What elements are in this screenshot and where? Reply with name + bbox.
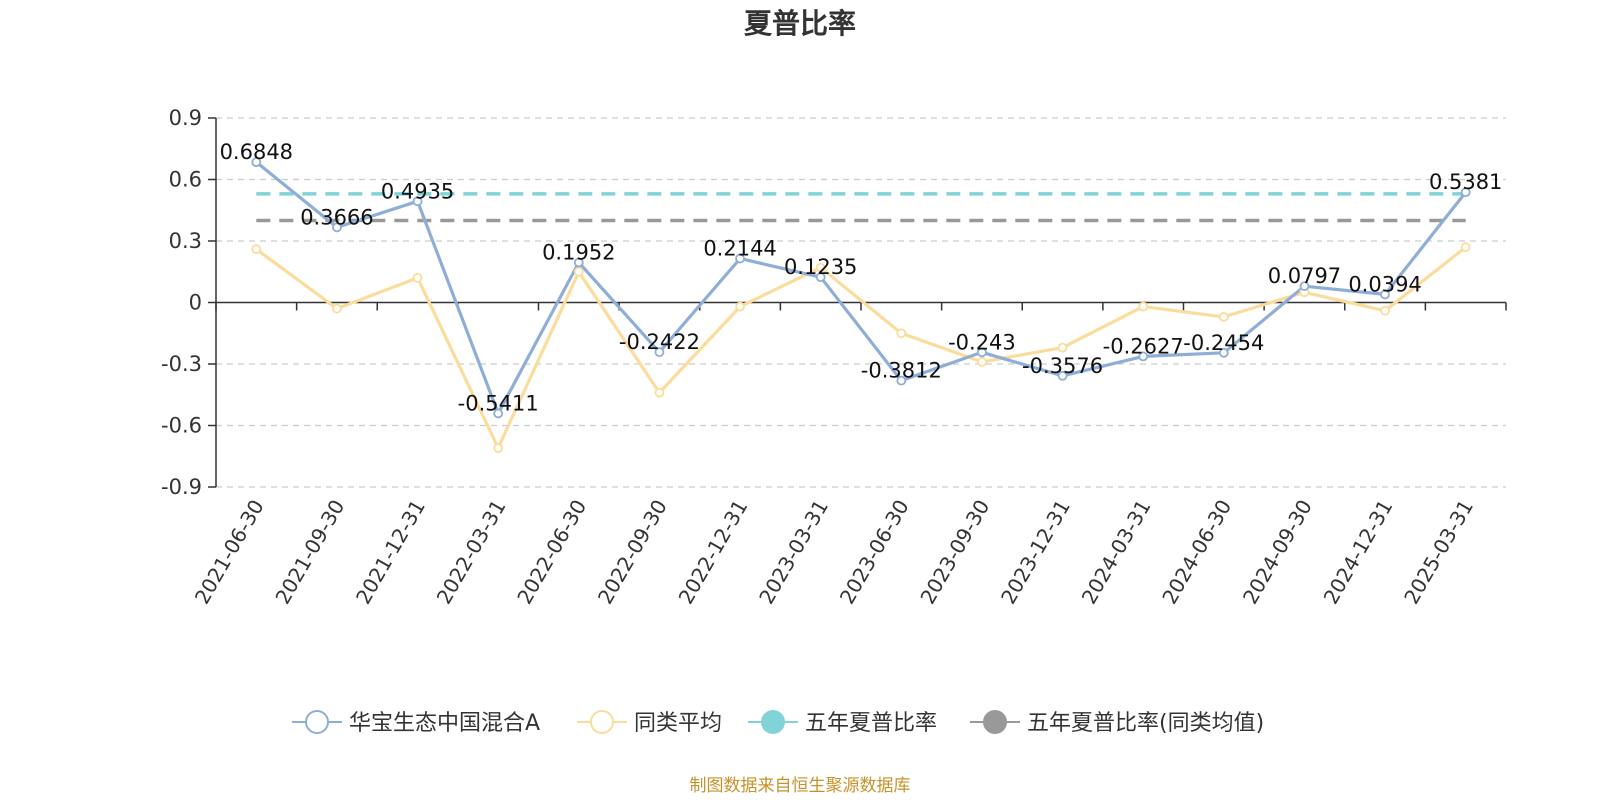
point-s1-14 bbox=[1380, 305, 1390, 316]
x-tick-label-12: 2024-06-30 bbox=[1157, 496, 1236, 609]
legend-marker-0 bbox=[305, 710, 329, 734]
point-s0-11 bbox=[1138, 351, 1149, 362]
y-tick-label-4: -0.3 bbox=[161, 352, 202, 376]
point-s0-13 bbox=[1299, 281, 1310, 292]
point-s0-6 bbox=[735, 253, 745, 264]
data-label-1: 0.3666 bbox=[300, 205, 373, 229]
legend-marker-1 bbox=[590, 710, 614, 734]
y-axis: 0.9 0.6 0.3 0 -0.3 -0.6 -0.9 bbox=[161, 106, 217, 499]
x-tick-label-7: 2023-03-31 bbox=[754, 496, 833, 609]
point-s0-9 bbox=[977, 347, 987, 358]
y-tick-label-3: 0 bbox=[189, 291, 202, 315]
x-tick-label-15: 2025-03-31 bbox=[1399, 496, 1478, 609]
legend-item-0: 华宝生态中国混合A bbox=[292, 710, 540, 736]
point-s1-8 bbox=[896, 328, 907, 339]
legend-label-3: 五年夏普比率(同类均值) bbox=[1027, 711, 1264, 736]
legend-marker-2 bbox=[761, 710, 785, 734]
point-s0-4 bbox=[573, 257, 584, 268]
point-s0-3 bbox=[493, 408, 504, 419]
data-label-13: 0.0797 bbox=[1268, 264, 1341, 288]
x-tick-label-13: 2024-09-30 bbox=[1238, 496, 1317, 609]
x-tick-label-4: 2022-06-30 bbox=[512, 496, 591, 609]
point-s1-0 bbox=[251, 244, 262, 255]
data-label-0: 0.6848 bbox=[220, 140, 293, 164]
point-s0-0 bbox=[251, 157, 262, 168]
x-tick-label-5: 2022-09-30 bbox=[593, 496, 672, 609]
point-s0-2 bbox=[412, 196, 423, 207]
x-tick-label-6: 2022-12-31 bbox=[673, 496, 752, 609]
point-s1-6 bbox=[735, 301, 745, 312]
legend-label-1: 同类平均 bbox=[634, 711, 722, 736]
point-s0-7 bbox=[815, 272, 826, 283]
point-s0-15 bbox=[1460, 187, 1471, 198]
legend-item-1: 同类平均 bbox=[577, 710, 722, 736]
data-label-5: -0.2422 bbox=[619, 330, 700, 354]
point-s0-10 bbox=[1057, 370, 1068, 381]
point-s1-5 bbox=[654, 387, 665, 398]
point-s1-1 bbox=[332, 303, 342, 314]
point-s0-14 bbox=[1380, 289, 1390, 300]
data-label-7: 0.1235 bbox=[784, 255, 857, 279]
data-label-10: -0.3576 bbox=[1022, 354, 1103, 378]
point-s1-11 bbox=[1138, 301, 1149, 312]
data-label-9: -0.243 bbox=[948, 330, 1016, 354]
y-tick-label-2: 0.3 bbox=[169, 229, 202, 253]
legend-item-3: 五年夏普比率(同类均值) bbox=[970, 710, 1264, 736]
y-tick-label-1: 0.6 bbox=[169, 168, 202, 192]
data-label-2: 0.4935 bbox=[381, 179, 454, 203]
data-label-4: 0.1952 bbox=[542, 240, 615, 264]
point-s1-10 bbox=[1057, 342, 1068, 353]
point-s1-9 bbox=[977, 357, 987, 367]
data-label-11: -0.2627 bbox=[1103, 334, 1184, 358]
source-note: 制图数据来自恒生聚源数据库 bbox=[690, 776, 911, 796]
data-label-15: 0.5381 bbox=[1429, 170, 1502, 194]
y-tick-label-6: -0.9 bbox=[161, 475, 202, 499]
chart-title: 夏普比率 bbox=[744, 7, 856, 40]
x-tick-label-3: 2022-03-31 bbox=[432, 496, 511, 609]
point-s1-3 bbox=[493, 443, 504, 453]
x-tick-label-11: 2024-03-31 bbox=[1077, 496, 1156, 609]
point-s0-12 bbox=[1218, 347, 1229, 358]
point-s1-4 bbox=[573, 266, 584, 277]
x-tick-label-14: 2024-12-31 bbox=[1318, 496, 1397, 609]
point-s1-7 bbox=[815, 262, 826, 273]
legend-label-2: 五年夏普比率 bbox=[805, 711, 937, 736]
series-lines bbox=[255, 160, 1467, 450]
series-points bbox=[251, 157, 1471, 453]
data-label-3: -0.5411 bbox=[458, 391, 539, 415]
x-tick-label-10: 2023-12-31 bbox=[996, 496, 1075, 609]
legend: 华宝生态中国混合A 同类平均 五年夏普比率 五年夏普比率(同类均值) bbox=[292, 710, 1264, 736]
series-line-0 bbox=[255, 160, 1467, 415]
data-label-14: 0.0394 bbox=[1348, 272, 1421, 296]
x-tick-label-0: 2021-06-30 bbox=[190, 496, 269, 609]
point-s1-2 bbox=[412, 272, 423, 283]
legend-item-2: 五年夏普比率 bbox=[748, 710, 937, 736]
x-tick-label-9: 2023-09-30 bbox=[915, 496, 994, 609]
y-tick-label-0: 0.9 bbox=[169, 106, 202, 130]
point-s1-12 bbox=[1218, 311, 1229, 322]
legend-marker-3 bbox=[983, 710, 1007, 734]
series-line-1 bbox=[255, 245, 1467, 450]
point-s0-1 bbox=[332, 222, 342, 233]
y-tick-label-5: -0.6 bbox=[161, 414, 202, 438]
x-tick-label-1: 2021-09-30 bbox=[270, 496, 349, 609]
data-label-6: 0.2144 bbox=[703, 237, 776, 261]
point-s1-15 bbox=[1460, 242, 1471, 253]
legend-label-0: 华宝生态中国混合A bbox=[349, 711, 540, 736]
x-axis: 2021-06-30 2021-09-30 2021-12-31 2022-03-31… bbox=[190, 301, 1507, 609]
data-label-12: -0.2454 bbox=[1183, 331, 1264, 355]
x-tick-label-2: 2021-12-31 bbox=[351, 496, 430, 609]
point-s0-8 bbox=[896, 375, 907, 386]
x-tick-label-8: 2023-06-30 bbox=[835, 496, 914, 609]
data-labels: 0.6848 0.3666 0.4935 -0.5411 0.1952 -0.2422 0.… bbox=[220, 140, 1503, 415]
point-s0-5 bbox=[654, 347, 665, 358]
data-label-8: -0.3812 bbox=[861, 359, 942, 383]
